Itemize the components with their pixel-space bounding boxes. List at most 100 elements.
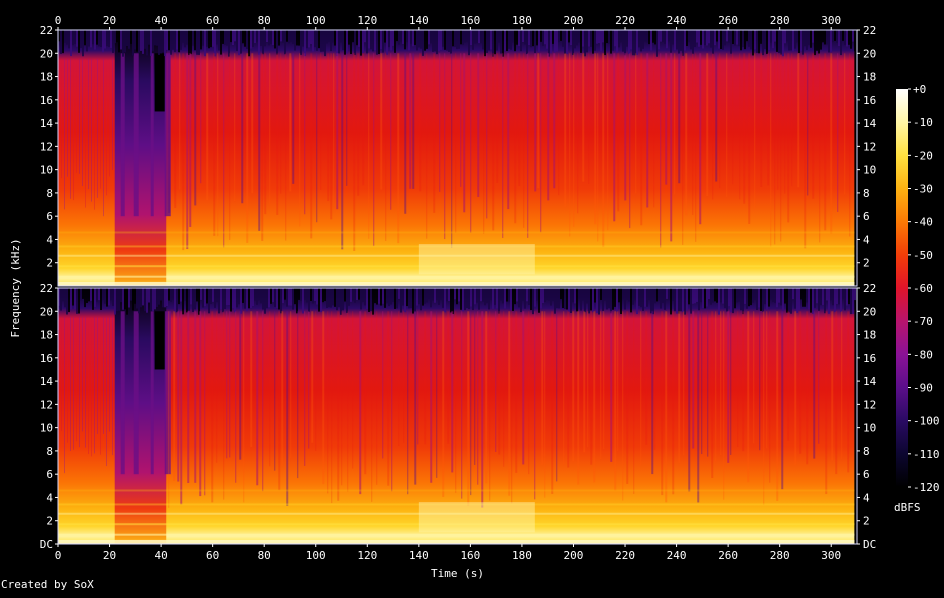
quiet-column xyxy=(150,311,154,475)
bright-low-band xyxy=(418,244,535,275)
y-tick-label-left: 12 xyxy=(40,398,53,411)
x-tick-label-top: 300 xyxy=(821,14,841,27)
y-tick-label-right: 14 xyxy=(863,375,877,388)
colorbar-tick-label: -40 xyxy=(913,216,933,229)
sox-credit: Created by SoX xyxy=(1,578,94,591)
colorbar-tick-label: -90 xyxy=(913,382,933,395)
x-tick-label-top: 80 xyxy=(258,14,271,27)
silence-tail xyxy=(854,30,857,286)
x-tick-label-top: 20 xyxy=(103,14,116,27)
y-tick-label-right: 6 xyxy=(863,468,870,481)
panel-border xyxy=(57,287,858,545)
x-tick-label-bottom: 220 xyxy=(615,549,635,562)
y-tick-label-left: 10 xyxy=(40,164,53,177)
y-tick-label-right: 12 xyxy=(863,140,876,153)
quiet-column xyxy=(120,311,125,475)
y-axis-label: Frequency (kHz) xyxy=(9,238,22,337)
y-tick-label-left: 20 xyxy=(40,305,53,318)
colorbar-tick-label: -10 xyxy=(913,116,933,129)
y-tick-label-left: 6 xyxy=(46,468,53,481)
y-tick-label-right: 10 xyxy=(863,422,876,435)
dropout-gap xyxy=(154,53,165,112)
y-tick-label-right: 18 xyxy=(863,71,876,84)
x-tick-label-top: 260 xyxy=(718,14,738,27)
y-tick-label-left: 18 xyxy=(40,329,53,342)
x-tick-label-bottom: 80 xyxy=(258,549,271,562)
y-tick-label-left: 4 xyxy=(46,233,53,246)
y-tick-label-right: 4 xyxy=(863,233,870,246)
x-tick-label-top: 220 xyxy=(615,14,635,27)
y-tick-label-right: 16 xyxy=(863,352,876,365)
y-tick-label-right: 14 xyxy=(863,117,877,130)
y-tick-label-right: 12 xyxy=(863,398,876,411)
y-tick-label-left: 20 xyxy=(40,47,53,60)
quiet-column xyxy=(164,311,171,475)
x-tick-label-bottom: 120 xyxy=(357,549,377,562)
y-tick-label-right: 22 xyxy=(863,282,876,295)
x-tick-label-top: 200 xyxy=(564,14,584,27)
spectrum-field xyxy=(58,288,855,544)
quiet-column xyxy=(133,311,139,475)
x-tick-label-bottom: 240 xyxy=(667,549,687,562)
y-tick-label-left: 6 xyxy=(46,210,53,223)
x-tick-label-top: 60 xyxy=(206,14,219,27)
x-axis-label: Time (s) xyxy=(431,567,484,580)
dropout-gap xyxy=(154,311,165,370)
x-tick-label-bottom: 60 xyxy=(206,549,219,562)
harmonic-bands xyxy=(58,489,855,536)
y-tick-label-right: 8 xyxy=(863,187,870,200)
x-tick-label-bottom: 40 xyxy=(154,549,167,562)
y-tick-label-left: 16 xyxy=(40,352,53,365)
y-tick-label-left: 14 xyxy=(40,117,54,130)
x-tick-label-top: 180 xyxy=(512,14,532,27)
y-tick-label-right: 16 xyxy=(863,94,876,107)
y-tick-label-right: 4 xyxy=(863,491,870,504)
x-tick-label-top: 0 xyxy=(55,14,62,27)
y-tick-label-left: 22 xyxy=(40,282,53,295)
silence-tail xyxy=(854,288,857,544)
x-tick-label-bottom: 200 xyxy=(564,549,584,562)
y-tick-label-left: 8 xyxy=(46,445,53,458)
y-tick-label-right: 22 xyxy=(863,24,876,37)
y-tick-label-left: 14 xyxy=(40,375,54,388)
y-tick-label-left: DC xyxy=(40,538,53,551)
x-tick-label-top: 40 xyxy=(154,14,167,27)
bright-low-band xyxy=(418,502,535,533)
colorbar-tick-label: -60 xyxy=(913,282,933,295)
colorbar-scale xyxy=(896,89,908,487)
y-tick-label-right: 6 xyxy=(863,210,870,223)
x-tick-label-bottom: 260 xyxy=(718,549,738,562)
x-tick-label-bottom: 140 xyxy=(409,549,429,562)
y-tick-label-right: DC xyxy=(863,538,876,551)
x-tick-label-bottom: 180 xyxy=(512,549,532,562)
hf-cutoff-band xyxy=(58,288,856,315)
colorbar-tick-label: -70 xyxy=(913,315,933,328)
dc-band xyxy=(58,281,855,286)
colorbar-tick-label: +0 xyxy=(913,83,926,96)
y-tick-label-left: 2 xyxy=(46,257,53,270)
colorbar-label: dBFS xyxy=(894,501,921,514)
colorbar-tick-label: -50 xyxy=(913,249,933,262)
x-tick-label-bottom: 20 xyxy=(103,549,116,562)
colorbar-tick-label: -100 xyxy=(913,415,940,428)
panel-border xyxy=(57,29,858,287)
y-tick-label-left: 22 xyxy=(40,24,53,37)
colorbar-tick-label: -80 xyxy=(913,348,933,361)
y-tick-label-right: 20 xyxy=(863,47,876,60)
y-tick-label-left: 18 xyxy=(40,71,53,84)
quiet-column xyxy=(120,53,125,217)
hf-cutoff-band xyxy=(58,30,856,57)
y-tick-label-right: 20 xyxy=(863,305,876,318)
colorbar-tick-label: -30 xyxy=(913,183,933,196)
harmonic-bands xyxy=(58,231,855,278)
time-streaks xyxy=(58,53,851,251)
colorbar-tick-label: -120 xyxy=(913,481,940,494)
spectrogram-panel-2 xyxy=(57,287,858,545)
y-tick-label-left: 10 xyxy=(40,422,53,435)
x-tick-label-bottom: 0 xyxy=(55,549,62,562)
y-tick-label-left: 2 xyxy=(46,515,53,528)
quiet-column xyxy=(150,53,154,217)
y-tick-label-right: 8 xyxy=(863,445,870,458)
x-tick-label-bottom: 300 xyxy=(821,549,841,562)
x-tick-label-top: 100 xyxy=(306,14,326,27)
